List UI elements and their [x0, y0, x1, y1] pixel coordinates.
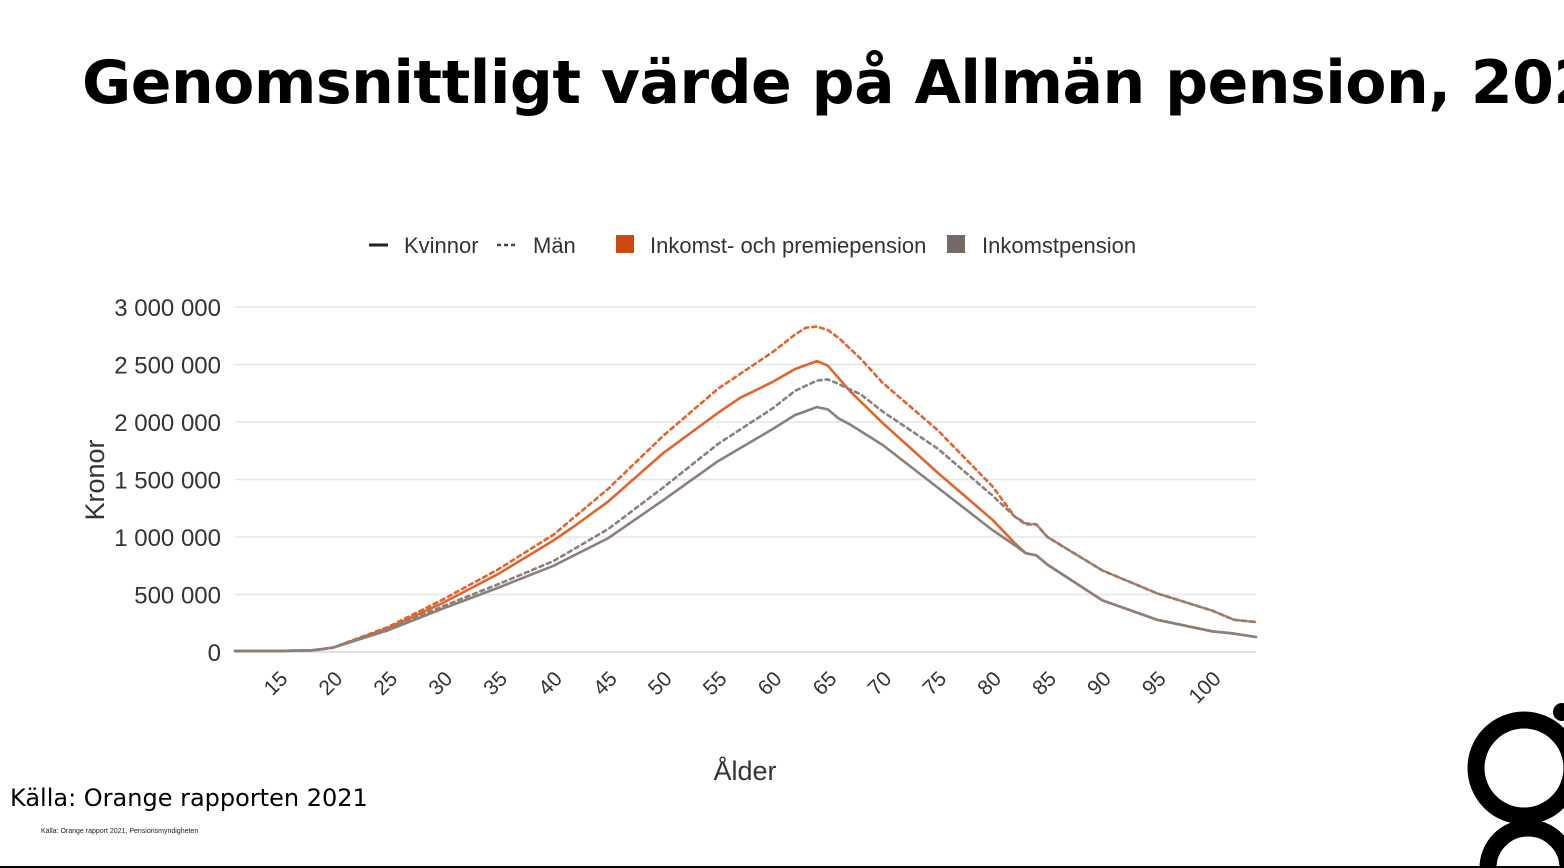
x-tick-label: 50	[644, 667, 677, 700]
y-tick-label: 500 000	[134, 583, 221, 610]
x-tick-label: 70	[863, 667, 896, 700]
x-tick-label: 80	[973, 667, 1006, 700]
x-tick-label: 75	[918, 667, 951, 700]
y-tick-label: 2 000 000	[114, 410, 221, 437]
legend-label-kvinnor: Kvinnor	[404, 233, 479, 258]
y-tick-label: 1 500 000	[114, 468, 221, 495]
x-tick-label: 90	[1083, 667, 1116, 700]
x-tick-label: 65	[809, 667, 842, 700]
y-tick-label: 3 000 000	[114, 295, 221, 322]
x-tick-label: 60	[754, 667, 787, 700]
x-tick-label: 15	[260, 667, 293, 700]
x-tick-label: 85	[1028, 667, 1061, 700]
source-text: Källa: Orange rapporten 2021	[10, 784, 368, 812]
gridlines	[235, 306, 1256, 653]
x-tick-label: 20	[315, 667, 348, 700]
y-axis-label: Kronor	[80, 439, 110, 520]
chart-legend: Kvinnor Män Inkomst- och premiepension I…	[369, 233, 1136, 258]
orange-g-logo-icon	[1467, 703, 1564, 868]
series-line-inkomst-och-premiepension-mn	[233, 325, 1258, 653]
x-tick-label: 35	[479, 667, 512, 700]
x-tick-label: 95	[1138, 667, 1171, 700]
y-tick-label: 1 000 000	[114, 525, 221, 552]
series-line-inkomst-och-premiepension-kvinnor	[233, 359, 1258, 653]
bottom-rule	[0, 866, 1564, 868]
x-tick-label: 55	[699, 667, 732, 700]
legend-swatch-inkomst-och-premiepension	[616, 235, 634, 253]
series-line-inkomstpension-mn	[233, 378, 1258, 653]
slide-title: Genomsnittligt värde på Allmän pension, …	[82, 48, 1564, 118]
legend-label-inkomst-och-premiepension: Inkomst- och premiepension	[650, 233, 926, 258]
y-axis-ticks: 0 500 000 1 000 000 1 500 000 2 000 000 2 500…	[114, 295, 221, 667]
x-tick-label: 30	[424, 667, 457, 700]
x-tick-label: 100	[1185, 667, 1226, 708]
y-tick-label: 0	[208, 640, 221, 667]
x-tick-label: 25	[369, 667, 402, 700]
x-axis-label: Ålder	[713, 755, 776, 786]
x-tick-label: 45	[589, 667, 622, 700]
series-line-inkomstpension-kvinnor	[233, 405, 1258, 653]
y-tick-label: 2 500 000	[114, 353, 221, 380]
x-axis-ticks: 15 20 25 30 35 40 45 50 55 60 65 70 75 80 85 90 95 100	[260, 667, 1226, 708]
footnote: Källa: Orange rapport 2021, Pensionsmynd…	[41, 828, 199, 835]
series-layer	[233, 325, 1258, 653]
legend-label-man: Män	[533, 233, 576, 258]
legend-swatch-inkomstpension	[947, 235, 965, 253]
x-tick-label: 40	[534, 667, 567, 700]
legend-label-inkomstpension: Inkomstpension	[982, 233, 1136, 258]
